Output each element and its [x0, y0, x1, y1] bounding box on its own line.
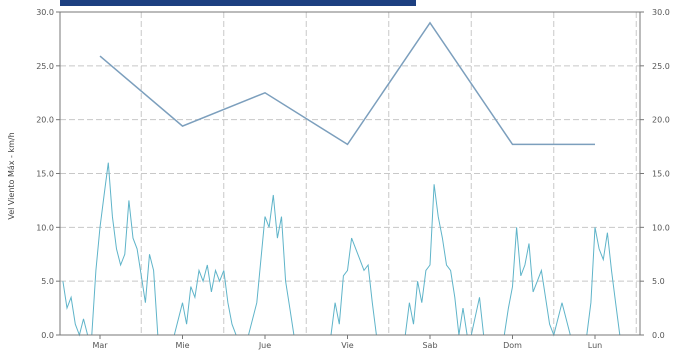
x-tick-label: Vie — [341, 341, 354, 350]
y-tick-label-right: 15.0 — [652, 170, 670, 179]
x-tick-label: Sab — [422, 341, 437, 350]
y-tick-label: 25.0 — [36, 62, 54, 71]
x-axis: Mar Mie Jue Vie Sab Dom Lun — [92, 335, 602, 350]
y-tick-label-right: 5.0 — [652, 277, 665, 286]
grid — [60, 12, 640, 335]
y-tick-label-right: 20.0 — [652, 116, 670, 125]
y-tick-label: 15.0 — [36, 170, 54, 179]
y-tick-label: 10.0 — [36, 223, 54, 232]
series-line-hourly — [62, 162, 621, 337]
y-axis-label: Vel Viento Máx - km/h — [7, 132, 16, 219]
x-tick-label: Mar — [92, 341, 108, 350]
series-line-max — [99, 21, 595, 146]
y-tick-label: 5.0 — [41, 277, 54, 286]
y-tick-label: 0.0 — [41, 331, 54, 340]
y-axis-left: 0.0 5.0 10.0 15.0 20.0 25.0 30.0 — [36, 8, 60, 340]
series-max-wind — [99, 21, 595, 146]
y-tick-label-right: 0.0 — [652, 331, 665, 340]
y-tick-label: 20.0 — [36, 116, 54, 125]
series-hourly-wind — [62, 162, 621, 337]
y-tick-label-right: 30.0 — [652, 8, 670, 17]
x-tick-label: Dom — [503, 341, 522, 350]
x-tick-label: Lun — [588, 341, 602, 350]
x-tick-label: Mie — [175, 341, 189, 350]
y-tick-label-right: 10.0 — [652, 223, 670, 232]
y-axis-right: 0.0 5.0 10.0 15.0 20.0 25.0 30.0 — [640, 8, 670, 340]
y-tick-label-right: 25.0 — [652, 62, 670, 71]
y-tick-label: 30.0 — [36, 8, 54, 17]
chart-title-bar — [60, 0, 416, 6]
x-tick-label: Jue — [258, 341, 271, 350]
